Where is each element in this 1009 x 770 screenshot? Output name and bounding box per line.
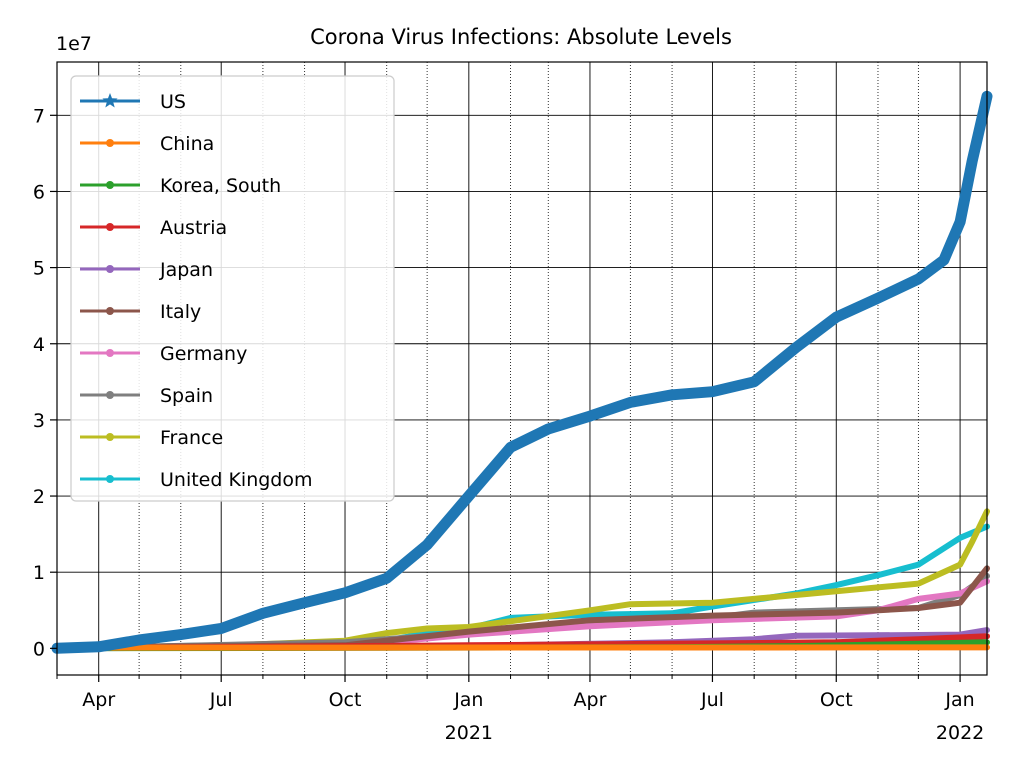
x-tick-label: Jan bbox=[944, 689, 974, 711]
legend: US China Korea, South Austria Japan Italy Germ… bbox=[71, 76, 394, 501]
y-tick-label: 0 bbox=[33, 638, 45, 660]
legend-dot-marker bbox=[106, 265, 114, 273]
x-tick-label: Apr bbox=[574, 689, 607, 711]
legend-label: Spain bbox=[160, 385, 213, 407]
x-tick-label: Oct bbox=[820, 689, 853, 711]
x-tick-label: Apr bbox=[82, 689, 115, 711]
y-tick-label: 7 bbox=[33, 105, 45, 127]
legend-label: US bbox=[160, 91, 186, 113]
y-tick-label: 5 bbox=[33, 258, 45, 280]
y-tick-label: 3 bbox=[33, 410, 45, 432]
x-tick-label: Jul bbox=[209, 689, 233, 711]
legend-label: France bbox=[160, 427, 223, 449]
y-tick-label: 2 bbox=[33, 486, 45, 508]
y-tick-label: 1 bbox=[33, 562, 45, 584]
x-tick-label: Jul bbox=[700, 689, 724, 711]
legend-dot-marker bbox=[106, 181, 114, 189]
legend-dot-marker bbox=[106, 391, 114, 399]
legend-label: Italy bbox=[160, 301, 201, 323]
x-tick-label: Oct bbox=[329, 689, 362, 711]
y-tick-label: 6 bbox=[33, 181, 45, 203]
legend-dot-marker bbox=[106, 475, 114, 483]
x-tick-label: Jan bbox=[453, 689, 483, 711]
legend-dot-marker bbox=[106, 139, 114, 147]
legend-label: United Kingdom bbox=[160, 469, 313, 491]
y-offset-label: 1e7 bbox=[56, 33, 92, 55]
legend-dot-marker bbox=[106, 349, 114, 357]
legend-label: China bbox=[160, 133, 214, 155]
legend-dot-marker bbox=[106, 307, 114, 315]
legend-dot-marker bbox=[106, 223, 114, 231]
legend-label: Germany bbox=[160, 343, 247, 365]
legend-label: Austria bbox=[160, 217, 227, 239]
y-tick-label: 4 bbox=[33, 334, 45, 356]
x-tick-year-label: 2022 bbox=[936, 722, 984, 744]
legend-label: Korea, South bbox=[160, 175, 281, 197]
legend-label: Japan bbox=[159, 259, 213, 281]
x-tick-year-label: 2021 bbox=[445, 722, 493, 744]
legend-dot-marker bbox=[106, 433, 114, 441]
chart-title: Corona Virus Infections: Absolute Levels bbox=[310, 25, 732, 49]
